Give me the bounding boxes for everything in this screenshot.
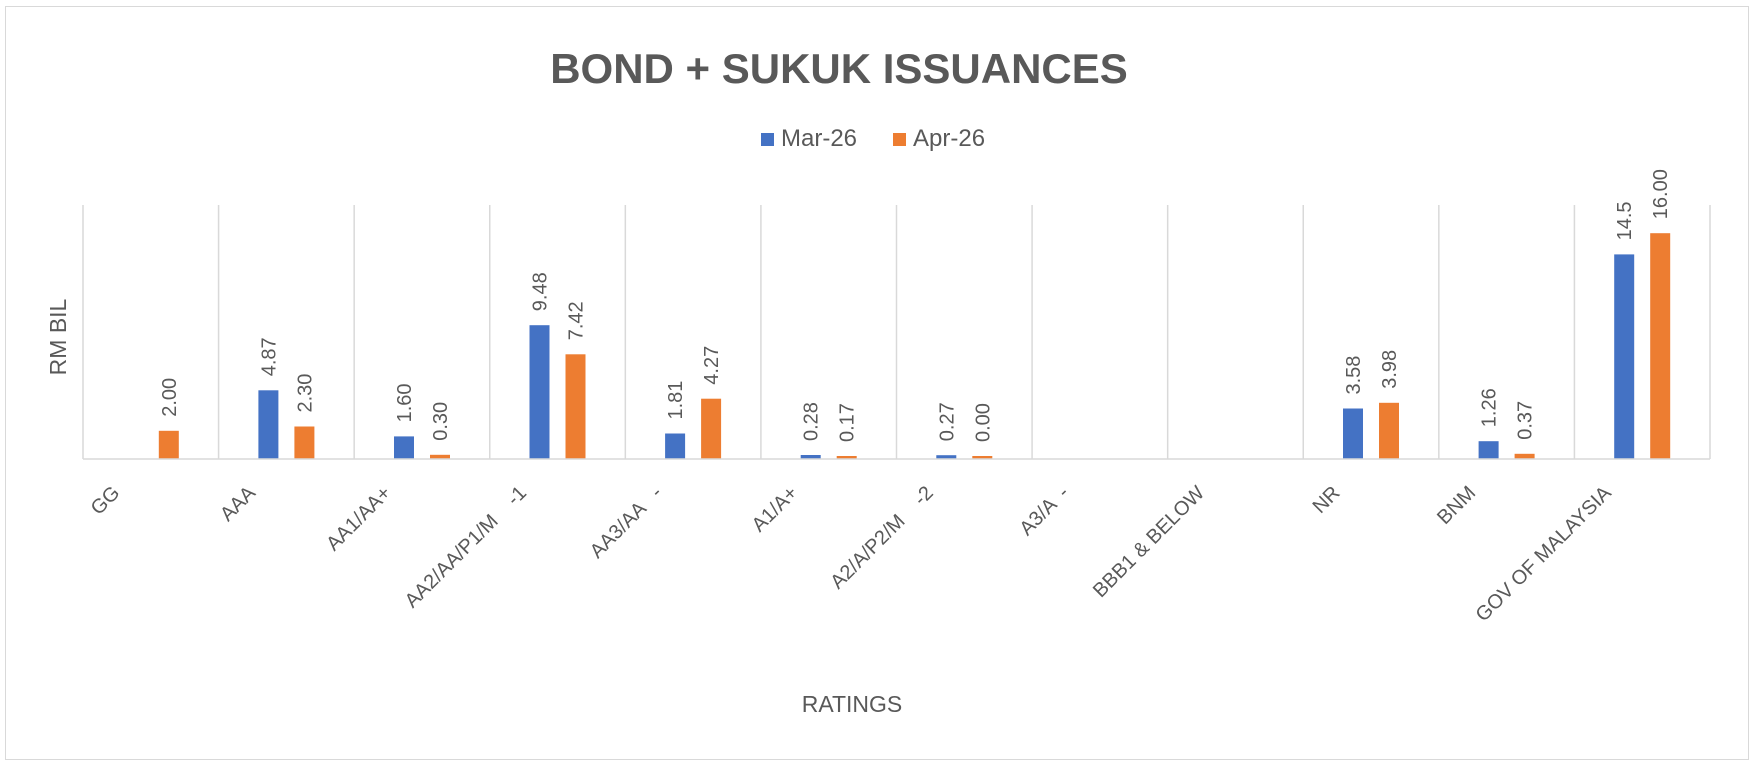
data-label-apr-26-4: 4.27 [701,346,723,385]
bar-mar-26-9 [1343,408,1363,459]
data-label-apr-26-9: 3.98 [1379,350,1401,389]
data-label-apr-26-2: 0.30 [430,402,452,441]
data-label-mar-26-2: 1.60 [394,383,416,422]
data-label-mar-26-10: 1.26 [1479,388,1501,427]
y-axis-title: RM BIL [45,298,71,375]
data-label-mar-26-1: 4.87 [258,337,280,376]
data-label-apr-26-6: 0.00 [972,403,994,442]
bar-mar-26-2 [394,436,414,459]
bar-mar-26-11 [1614,254,1635,459]
x-tick-label-3: AA2/AA/P1/M -1 [401,482,531,612]
bar-apr-26-9 [1379,402,1399,459]
legend-swatch-apr-26 [893,133,906,146]
x-tick-label-2: AA1/AA+ [322,482,395,555]
bar-mar-26-10 [1478,441,1499,459]
x-tick-label-9: NR [1309,482,1345,518]
data-label-mar-26-4: 1.81 [665,381,687,420]
bar-apr-26-11 [1650,233,1671,459]
bar-mar-26-6 [936,455,957,459]
data-label-apr-26-10: 0.37 [1515,401,1537,440]
bar-mar-26-1 [258,390,279,459]
bar-apr-26-2 [430,454,450,459]
x-axis-title: RATINGS [802,691,903,717]
data-label-mar-26-5: 0.28 [801,402,823,441]
bar-apr-26-4 [701,398,722,459]
data-label-apr-26-1: 2.30 [294,374,316,413]
bar-apr-26-3 [565,354,586,459]
data-label-apr-26-5: 0.17 [837,403,859,442]
data-label-apr-26-3: 7.42 [566,301,588,340]
data-label-mar-26-6: 0.27 [936,402,958,441]
chart-title: BOND + SUKUK ISSUANCES [550,45,1128,92]
data-label-apr-26-0: 2.00 [159,378,181,417]
bar-apr-26-10 [1514,453,1535,459]
legend-label-apr-26: Apr-26 [913,125,985,152]
x-tick-label-7: A3/A - [1015,482,1073,540]
legend-label-mar-26: Mar-26 [781,125,857,152]
x-tick-labels: GG AAA AA1/AA+ AA2/AA/P1/M -1 AA3/AA - A1/A+ A… [87,482,1616,627]
data-label-mar-26-3: 9.48 [530,272,552,311]
x-tick-label-10: BNM [1433,482,1480,529]
data-label-mar-26-11: 14.5 [1614,201,1636,240]
data-label-apr-26-11: 16.00 [1650,169,1672,219]
bars [158,233,1671,459]
x-tick-label-4: AA3/AA - [586,482,667,563]
x-tick-label-1: AAA [216,482,260,526]
x-tick-label-5: A1/A+ [748,482,802,536]
bar-mar-26-3 [529,325,550,459]
bar-apr-26-6 [972,456,993,459]
x-tick-label-11: GOV OF MALAYSIA [1472,482,1617,627]
bar-mar-26-4 [665,433,686,459]
legend-swatch-mar-26 [761,133,774,146]
data-label-mar-26-9: 3.58 [1343,356,1365,395]
bar-apr-26-1 [294,426,315,459]
x-tick-label-6: A2/A/P2/M -2 [826,482,937,593]
x-tick-label-0: GG [87,482,125,520]
bar-apr-26-0 [158,430,179,459]
gridlines [82,205,1711,459]
bar-mar-26-5 [800,455,821,459]
legend: Mar-26 Apr-26 [761,125,985,152]
data-labels: 2.00 4.87 2.30 1.60 0.30 9.48 7.42 1.81 4.27 0.28… [159,169,1672,442]
x-tick-label-8: BBB1 & BELOW [1089,482,1209,602]
chart-frame: BOND + SUKUK ISSUANCES Mar-26 Apr-26 RM … [5,6,1749,760]
bar-apr-26-5 [836,456,857,459]
bar-chart: BOND + SUKUK ISSUANCES Mar-26 Apr-26 RM … [45,45,1711,717]
